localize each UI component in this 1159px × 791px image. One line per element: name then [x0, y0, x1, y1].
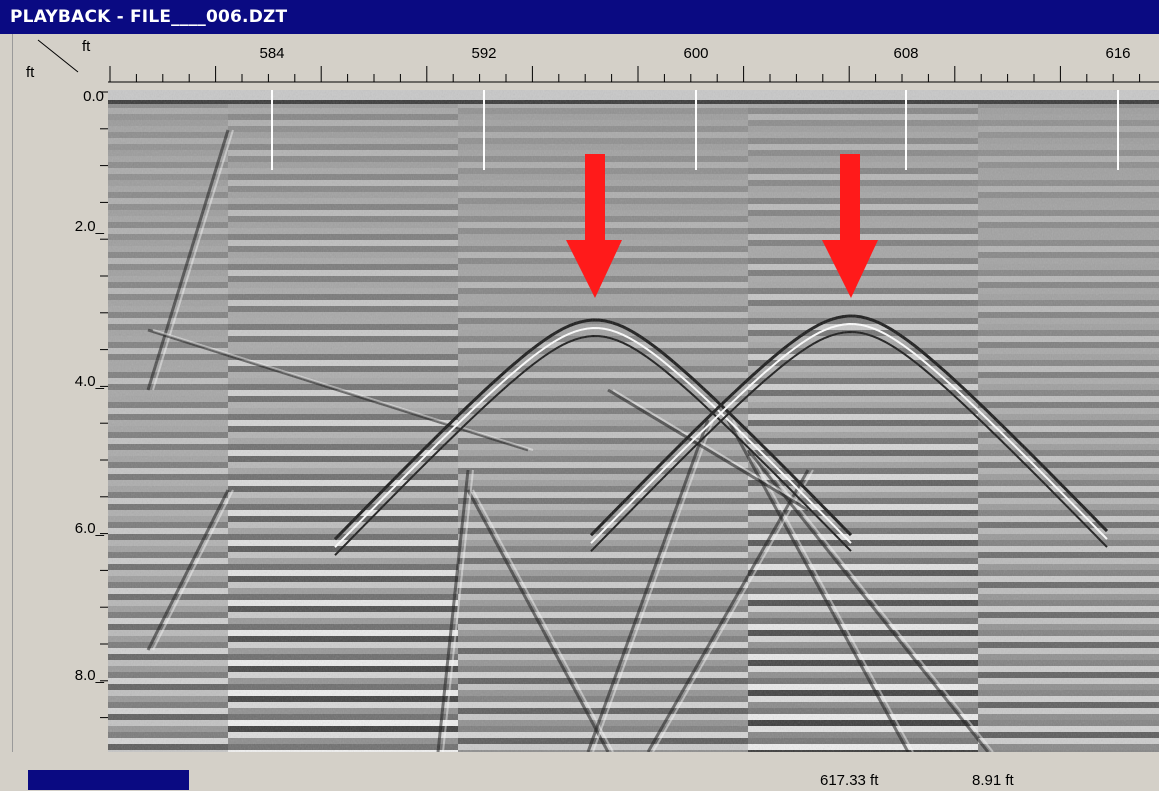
progress-bar — [28, 770, 189, 790]
left-edge-strip — [0, 34, 13, 791]
distance-readout: 617.33 ft — [820, 772, 879, 789]
distance-mark-lines — [271, 90, 1119, 170]
title-bar: PLAYBACK - FILE____006.DZT — [0, 0, 1159, 34]
h-label-584: 584 — [259, 45, 285, 62]
h-label-608: 608 — [893, 45, 919, 62]
red-marker-arrow — [822, 154, 878, 298]
v-label-2: 2.0_ — [74, 218, 104, 235]
depth-readout: 8.91 ft — [972, 772, 1014, 789]
horizontal-unit-label: ft — [82, 38, 91, 55]
v-label-6: 6.0_ — [74, 520, 104, 537]
vertical-ruler: 0.0 2.0_ 4.0_ 6.0_ 8.0_ — [12, 88, 108, 752]
horizontal-ruler: 584 592 600 608 616 — [108, 34, 1159, 90]
ruler-corner: ft ft — [12, 34, 108, 90]
v-label-4: 4.0_ — [74, 373, 104, 390]
h-label-600: 600 — [683, 45, 709, 62]
v-label-8: 8.0_ — [74, 667, 104, 684]
horizontal-ruler-ticks — [108, 66, 1159, 83]
v-label-0: 0.0 — [83, 88, 104, 105]
h-label-592: 592 — [471, 45, 497, 62]
window-title: PLAYBACK - FILE____006.DZT — [10, 7, 288, 27]
vertical-ruler-ticks — [100, 91, 108, 719]
vertical-unit-label: ft — [26, 64, 35, 81]
corner-divider — [37, 39, 79, 73]
status-bar: 617.33 ft 8.91 ft — [12, 752, 1159, 791]
red-marker-arrow — [566, 154, 622, 298]
noise-texture — [108, 90, 1159, 752]
h-label-616: 616 — [1105, 45, 1131, 62]
radargram-view[interactable] — [108, 90, 1159, 752]
